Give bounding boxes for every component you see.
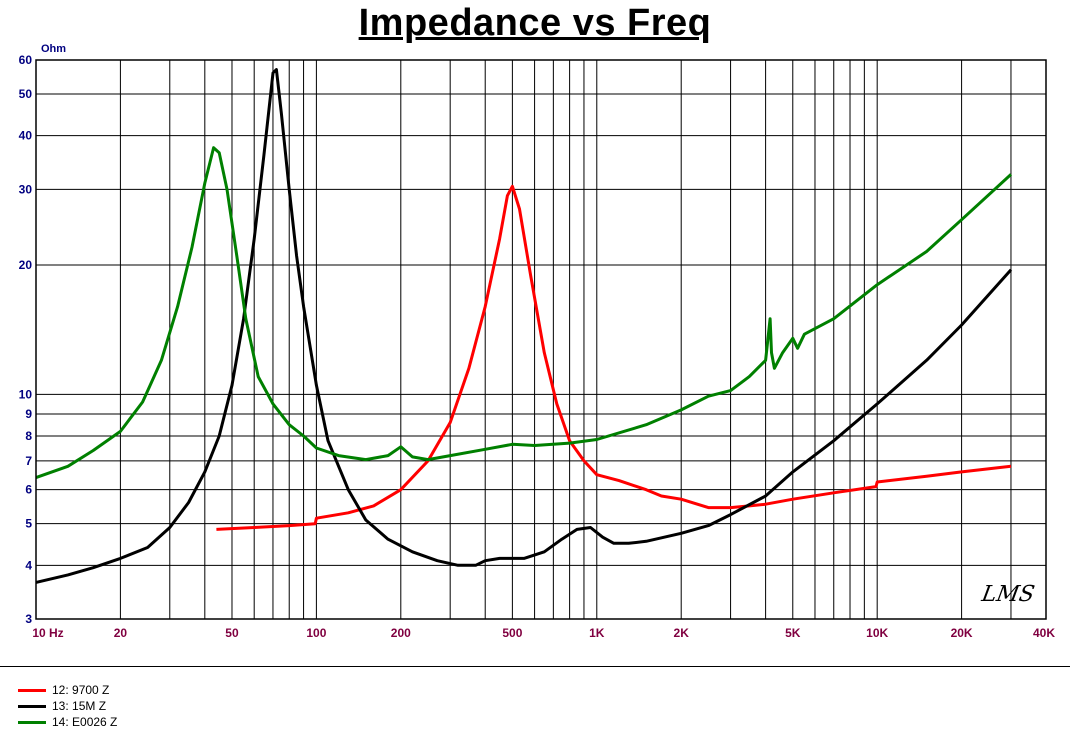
x-tick-label: 20K	[951, 626, 973, 640]
legend-label: 12: 9700 Z	[52, 683, 110, 697]
y-tick-label: 4	[25, 558, 32, 572]
y-tick-label: 30	[19, 182, 33, 196]
x-tick-label: 50	[225, 626, 239, 640]
x-axis-ticks: 10 Hz 20 50 100 200 500 1K 2K 5K 10K 20K 40K	[32, 626, 1055, 640]
plot-frame	[35, 59, 1047, 620]
y-tick-label: 20	[19, 258, 33, 272]
legend-swatch	[18, 721, 46, 724]
legend-swatch	[18, 705, 46, 708]
series-line	[35, 68, 1013, 584]
x-tick-label: 2K	[674, 626, 690, 640]
y-tick-label: 9	[25, 407, 32, 421]
x-tick-label: 10 Hz	[32, 626, 63, 640]
y-tick-label: 10	[19, 387, 33, 401]
impedance-chart: 10 Hz 20 50 100 200 500 1K 2K 5K 10K 20K 40K 3 4 5 6 7 8…	[19, 53, 1056, 640]
x-tick-label: 1K	[589, 626, 605, 640]
y-tick-label: 7	[25, 454, 32, 468]
lms-watermark: LMS	[979, 582, 1037, 607]
y-tick-label: 8	[25, 429, 32, 443]
x-tick-label: 100	[306, 626, 326, 640]
x-tick-label: 20	[114, 626, 128, 640]
x-tick-label: 40K	[1033, 626, 1055, 640]
chart-series	[35, 68, 1013, 584]
x-tick-label: 5K	[785, 626, 801, 640]
y-axis-ticks: 3 4 5 6 7 8 9 10 20 30 40 50 60	[19, 53, 33, 626]
legend-label: 14: E0026 Z	[52, 715, 118, 729]
legend: 12: 9700 Z 13: 15M Z 14: E0026 Z	[0, 666, 1070, 737]
legend-label: 13: 15M Z	[52, 699, 107, 713]
series-line	[216, 184, 1012, 531]
chart-title: Impedance vs Freq	[358, 2, 712, 44]
x-tick-label: 200	[391, 626, 411, 640]
y-tick-label: 5	[25, 517, 32, 531]
x-tick-label: 10K	[866, 626, 888, 640]
x-tick-label: 500	[502, 626, 522, 640]
y-axis-unit: Ohm	[41, 43, 67, 55]
chart-grid	[36, 60, 1046, 619]
series-line	[35, 146, 1013, 480]
y-tick-label: 50	[19, 87, 33, 101]
y-tick-label: 60	[19, 53, 33, 67]
y-tick-label: 40	[19, 129, 33, 143]
legend-swatch	[18, 689, 46, 692]
y-tick-label: 6	[25, 483, 32, 497]
y-tick-label: 3	[25, 612, 32, 626]
